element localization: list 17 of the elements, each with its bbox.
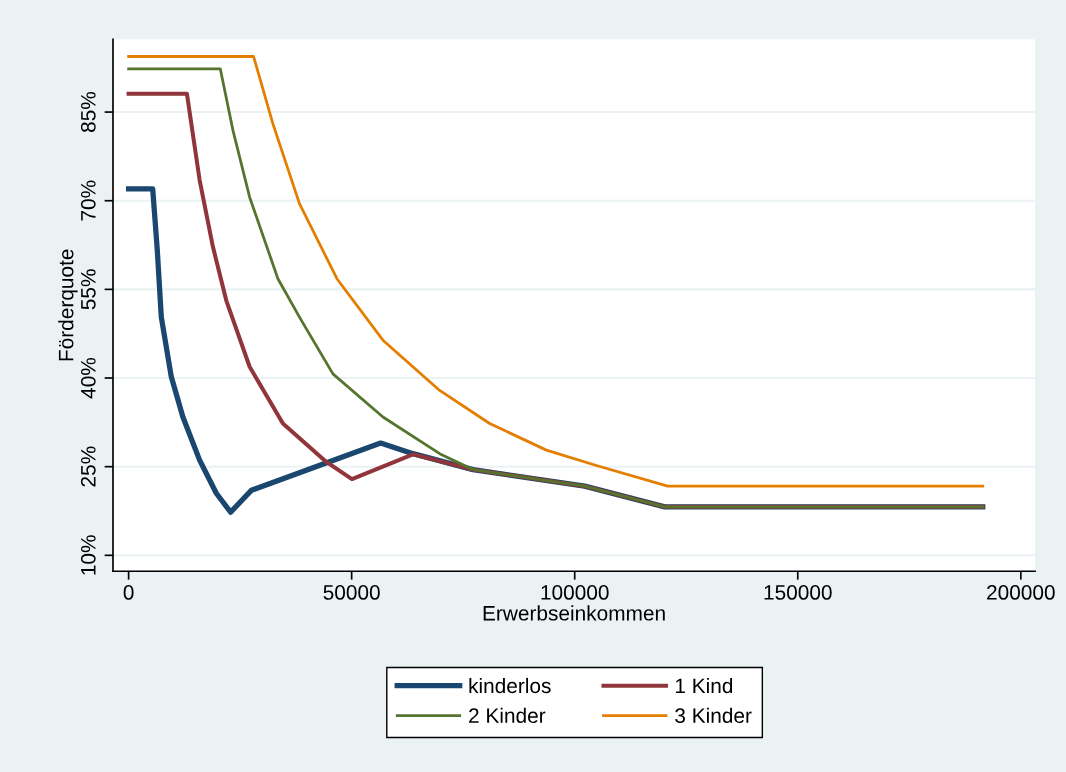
y-tick-label: 25% — [80, 446, 96, 487]
x-axis-title: Erwerbseinkommen — [483, 605, 665, 621]
y-tick-label: 70% — [80, 180, 96, 221]
legend-label: 2 Kinder — [469, 707, 546, 724]
y-tick-label: 10% — [80, 535, 96, 575]
x-tick-label: 100000 — [541, 585, 609, 600]
x-tick-label: 150000 — [764, 585, 832, 600]
y-axis-title: Förderquote — [58, 249, 78, 361]
y-tick-label: 40% — [80, 357, 96, 399]
x-tick-label: 0 — [123, 585, 134, 600]
legend-label: 1 Kind — [675, 677, 733, 694]
x-tick-label: 50000 — [323, 585, 380, 600]
legend-label: kinderlos — [469, 677, 551, 694]
y-tick-label: 55% — [81, 269, 96, 310]
x-tick-label: 200000 — [987, 585, 1055, 600]
legend-label: 3 Kinder — [675, 707, 752, 724]
y-tick-label: 85% — [80, 91, 96, 133]
